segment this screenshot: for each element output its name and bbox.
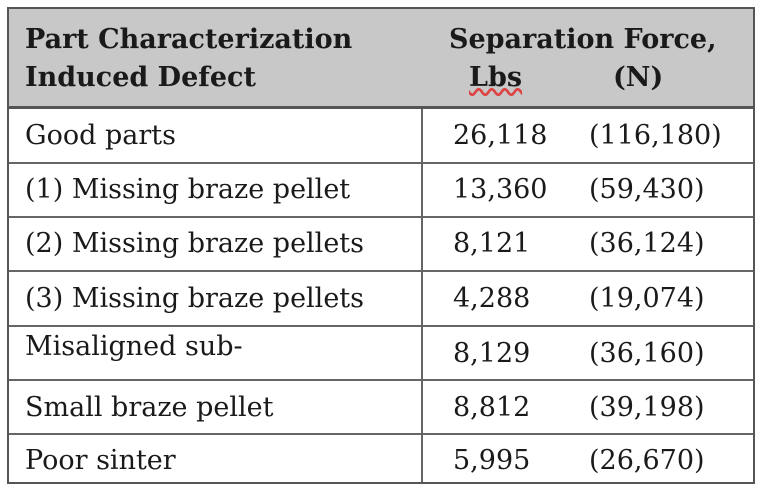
row-n-value: (39,198) [589, 392, 705, 423]
row-lbs-value: 8,812 [453, 392, 531, 423]
table-row: (2) Missing braze pellets 8,121 (36,124) [9, 218, 753, 272]
row-lbs-value: 8,129 [453, 338, 531, 369]
row-label: (2) Missing braze pellets [25, 228, 365, 259]
row-lbs-value: 4,288 [453, 283, 531, 314]
row-lbs-value: 8,121 [453, 228, 531, 259]
row-n-value: (36,160) [589, 338, 705, 369]
row-n-value: (36,124) [589, 228, 705, 259]
row-n-value: (116,180) [589, 120, 722, 151]
row-label: Good parts [25, 120, 176, 151]
header-part-characterization: Part Characterization Induced Defect [25, 21, 352, 97]
header-lbs-unit: Lbs [469, 62, 523, 93]
row-n-value: (19,074) [589, 283, 705, 314]
header-col1-line1: Part Characterization [25, 24, 353, 55]
row-lbs-value: 13,360 [453, 174, 548, 205]
row-n-value: (26,670) [589, 445, 705, 476]
row-lbs-value: 26,118 [453, 120, 548, 151]
table-row: (1) Missing braze pellet 13,360 (59,430) [9, 164, 753, 218]
column-divider [421, 9, 423, 482]
table-row: Misaligned sub- 8,129 (36,160) [9, 327, 753, 381]
header-n-unit: (N) [613, 62, 664, 93]
table-row: Good parts 26,118 (116,180) [9, 109, 753, 164]
row-label: Misaligned sub- [25, 331, 243, 362]
separation-force-table: Part Characterization Induced Defect Sep… [7, 7, 755, 484]
row-label: (1) Missing braze pellet [25, 174, 351, 205]
row-label: (3) Missing braze pellets [25, 283, 365, 314]
row-label: Small braze pellet [25, 392, 274, 423]
table-row: (3) Missing braze pellets 4,288 (19,074) [9, 272, 753, 327]
table-row: Small braze pellet 8,812 (39,198) [9, 381, 753, 435]
row-label: Poor sinter [25, 445, 176, 476]
header-separation-force: Separation Force, [449, 24, 717, 55]
row-n-value: (59,430) [589, 174, 705, 205]
row-lbs-value: 5,995 [453, 445, 531, 476]
header-col1-line2: Induced Defect [25, 62, 256, 93]
table-header: Part Characterization Induced Defect Sep… [9, 9, 753, 109]
table-row: Poor sinter 5,995 (26,670) [9, 435, 753, 482]
